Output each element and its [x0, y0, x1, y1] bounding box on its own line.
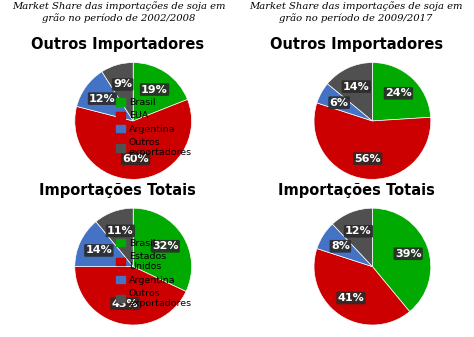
- Text: 8%: 8%: [331, 241, 350, 251]
- Text: Market Share das importações de soja em
grão no período de 2009/2017: Market Share das importações de soja em …: [249, 2, 462, 23]
- Wedge shape: [133, 208, 191, 292]
- Wedge shape: [75, 222, 133, 267]
- Text: 11%: 11%: [107, 226, 134, 236]
- Text: 9%: 9%: [113, 80, 132, 90]
- Wedge shape: [328, 63, 373, 121]
- Legend: Brasil, EUA, Argentina, Outros
exportadores: Brasil, EUA, Argentina, Outros exportado…: [117, 98, 192, 157]
- Text: 12%: 12%: [345, 226, 372, 236]
- Wedge shape: [314, 103, 431, 179]
- Text: 19%: 19%: [141, 85, 168, 95]
- Text: 32%: 32%: [152, 241, 179, 251]
- Wedge shape: [373, 208, 431, 312]
- Text: 6%: 6%: [329, 98, 349, 108]
- Wedge shape: [314, 249, 410, 325]
- Text: 12%: 12%: [89, 94, 116, 104]
- Wedge shape: [317, 84, 373, 121]
- Title: Importações Totais: Importações Totais: [278, 183, 435, 198]
- Text: 14%: 14%: [85, 245, 112, 255]
- Wedge shape: [332, 208, 373, 267]
- Text: 14%: 14%: [343, 82, 370, 92]
- Wedge shape: [102, 63, 133, 121]
- Wedge shape: [133, 63, 188, 121]
- Text: Market Share das importações de soja em
grão no período de 2002/2008: Market Share das importações de soja em …: [12, 2, 225, 23]
- Wedge shape: [75, 99, 191, 179]
- Wedge shape: [77, 72, 133, 121]
- Title: Outros Importadores: Outros Importadores: [270, 37, 443, 52]
- Text: 39%: 39%: [395, 249, 421, 259]
- Text: 56%: 56%: [355, 154, 381, 163]
- Text: 60%: 60%: [122, 154, 149, 164]
- Title: Importações Totais: Importações Totais: [39, 183, 196, 198]
- Wedge shape: [317, 224, 373, 267]
- Text: 24%: 24%: [385, 88, 412, 98]
- Wedge shape: [373, 63, 431, 121]
- Title: Outros Importadores: Outros Importadores: [31, 37, 204, 52]
- Text: 43%: 43%: [111, 299, 138, 309]
- Text: 41%: 41%: [337, 293, 365, 303]
- Wedge shape: [96, 208, 133, 267]
- Legend: Brasil, Estados
Unidos, Argentina, Outros
exportadores: Brasil, Estados Unidos, Argentina, Outro…: [117, 239, 192, 308]
- Wedge shape: [75, 267, 186, 325]
